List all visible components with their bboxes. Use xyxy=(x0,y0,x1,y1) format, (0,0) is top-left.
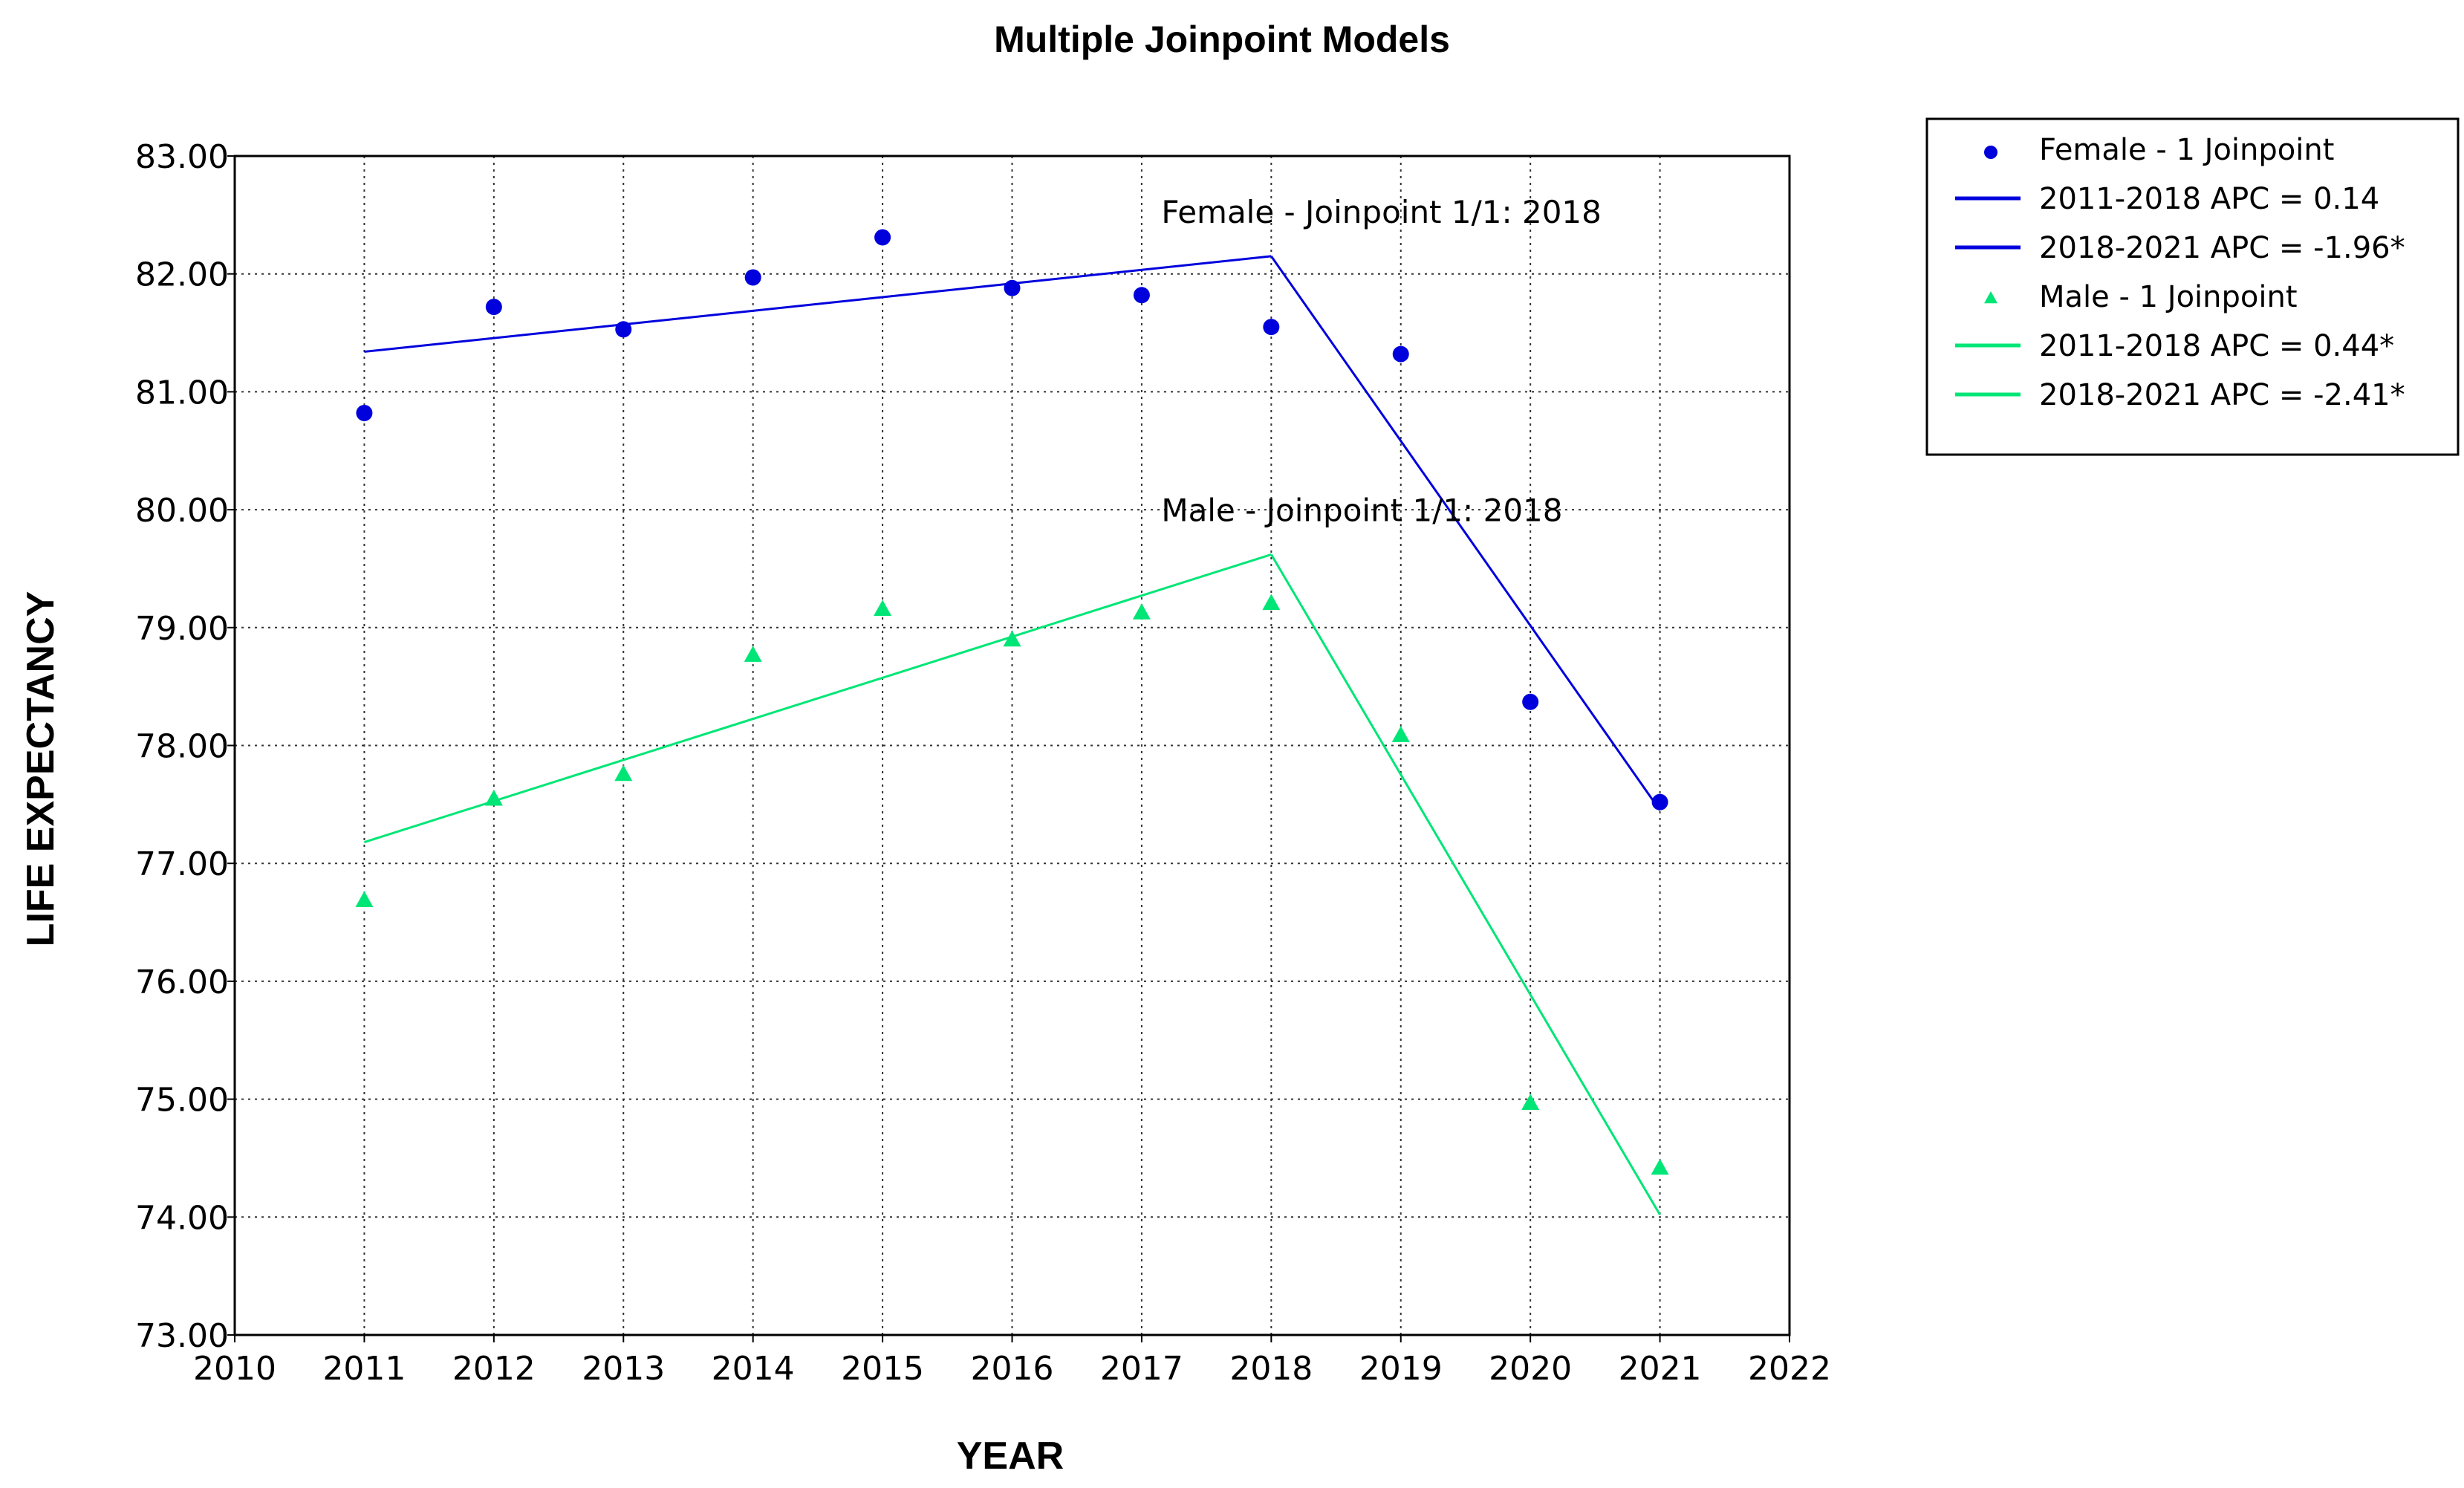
fit-line-segment xyxy=(1270,256,1661,811)
x-axis-title: YEAR xyxy=(957,1435,1064,1478)
male-data-point xyxy=(1651,1158,1669,1175)
grid xyxy=(235,156,1790,1335)
x-tick-label: 2016 xyxy=(971,1350,1054,1388)
female-data-point xyxy=(485,299,502,316)
fitted-lines xyxy=(363,255,1661,1215)
y-tick-label: 82.00 xyxy=(135,256,229,294)
chart-title: Multiple Joinpoint Models xyxy=(994,19,1450,60)
x-tick-label: 2013 xyxy=(582,1350,665,1388)
female-data-point xyxy=(1392,345,1409,363)
legend-box xyxy=(1925,117,2460,456)
y-tick-label: 74.00 xyxy=(135,1199,229,1237)
x-tick-label: 2011 xyxy=(322,1350,406,1388)
legend: Female - 1 Joinpoint 2011-2018 APC = 0.14… xyxy=(1925,117,2460,456)
x-tick-label: 2021 xyxy=(1619,1350,1702,1388)
y-tick-label: 77.00 xyxy=(135,845,229,883)
legend-female-marker xyxy=(1984,146,1997,159)
female-data-point xyxy=(1004,279,1021,296)
legend-entry-label: 2011-2018 APC = 0.44* xyxy=(2039,329,2394,363)
male-data-point xyxy=(484,789,503,806)
female-data-point xyxy=(874,229,891,246)
legend-entry-label: Male - 1 Joinpoint xyxy=(2039,280,2298,314)
x-tick-label: 2020 xyxy=(1489,1350,1572,1388)
fit-line-segment xyxy=(363,553,1272,844)
male-data-point xyxy=(1262,594,1281,611)
data-markers xyxy=(355,229,1669,1175)
y-axis: 73.00 74.00 75.00 76.00 77.00 78.00 79.00 80.00… xyxy=(135,138,235,1355)
y-axis-title: LIFE EXPECTANCY xyxy=(19,591,62,947)
legend-entry-label: 2018-2021 APC = -2.41* xyxy=(2039,378,2405,412)
x-tick-label: 2022 xyxy=(1748,1350,1831,1388)
fit-line-segment xyxy=(1270,553,1661,1215)
male-data-point xyxy=(614,764,633,782)
x-tick-label: 2010 xyxy=(193,1350,276,1388)
x-axis: 2010 2011 2012 2013 2014 2015 2016 2017 2018 2019… xyxy=(193,1335,1831,1388)
legend-entry-label: 2011-2018 APC = 0.14 xyxy=(2039,182,2379,216)
male-data-point xyxy=(1391,726,1410,742)
legend-entry-label: Female - 1 Joinpoint xyxy=(2039,133,2334,167)
male-data-point xyxy=(1521,1094,1540,1110)
male-data-point xyxy=(1132,603,1151,620)
x-tick-label: 2015 xyxy=(841,1350,924,1388)
female-data-point xyxy=(356,404,373,421)
x-tick-label: 2018 xyxy=(1229,1350,1313,1388)
female-data-point xyxy=(615,321,632,338)
female-joinpoint-annotation: Female - Joinpoint 1/1: 2018 xyxy=(1161,194,1602,230)
x-tick-label: 2017 xyxy=(1100,1350,1183,1388)
male-data-point xyxy=(744,646,762,662)
male-data-point xyxy=(874,600,892,617)
female-data-point xyxy=(1263,319,1280,336)
x-tick-label: 2014 xyxy=(712,1350,795,1388)
female-data-point xyxy=(744,269,761,286)
legend-male-marker xyxy=(1984,291,1997,304)
female-data-point xyxy=(1522,693,1539,710)
y-tick-label: 79.00 xyxy=(135,610,229,648)
y-tick-label: 76.00 xyxy=(135,964,229,1001)
x-tick-label: 2012 xyxy=(452,1350,536,1388)
y-tick-label: 75.00 xyxy=(135,1082,229,1120)
male-data-point xyxy=(1003,630,1021,647)
y-tick-label: 83.00 xyxy=(135,138,229,176)
female-data-point xyxy=(1133,287,1150,304)
annotations: Female - Joinpoint 1/1: 2018 Male - Joinp… xyxy=(1161,194,1602,529)
fit-line-segment xyxy=(364,255,1272,353)
y-tick-label: 73.00 xyxy=(135,1317,229,1355)
male-data-point xyxy=(355,891,374,907)
y-tick-label: 81.00 xyxy=(135,374,229,412)
legend-entry-label: 2018-2021 APC = -1.96* xyxy=(2039,231,2405,265)
y-tick-label: 80.00 xyxy=(135,492,229,530)
y-tick-label: 78.00 xyxy=(135,728,229,766)
x-tick-label: 2019 xyxy=(1359,1350,1443,1388)
female-data-point xyxy=(1651,793,1668,810)
male-joinpoint-annotation: Male - Joinpoint 1/1: 2018 xyxy=(1161,492,1562,528)
